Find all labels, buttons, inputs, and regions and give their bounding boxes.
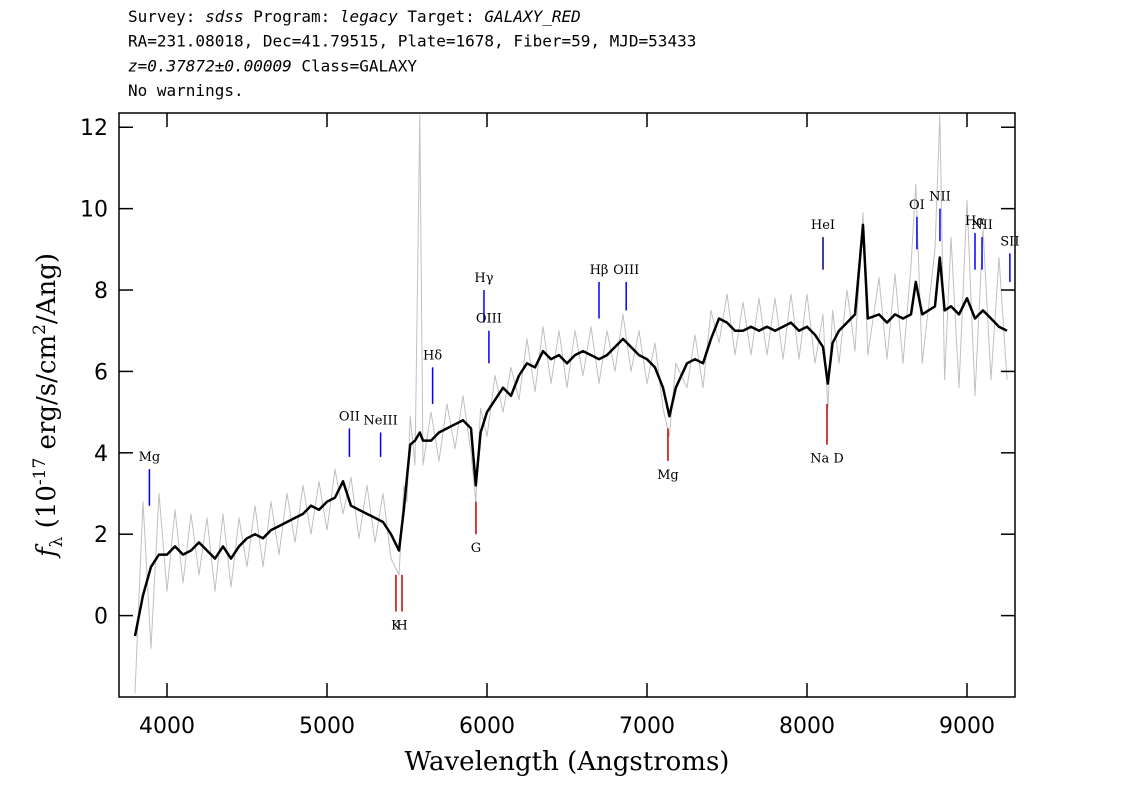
y-axis-title-part: erg/s/cm — [32, 335, 62, 458]
x-axis-title: Wavelength (Angstroms) — [405, 747, 730, 777]
line-marker-label: NII — [971, 218, 993, 233]
y-tick-label: 2 — [94, 523, 108, 548]
spectrum-line — [134, 114, 1008, 693]
header-text: legacy — [340, 7, 398, 26]
line-marker-label: OIII — [613, 263, 639, 278]
x-tick-label: 7000 — [619, 714, 675, 739]
header-line: RA=231.08018, Dec=41.79515, Plate=1678, … — [128, 32, 696, 51]
header-text: z=0.37872±0.00009 — [128, 56, 292, 75]
line-marker-label: OIII — [476, 312, 502, 327]
line-marker-label: Mg — [657, 468, 679, 483]
y-axis-title: fλ (10-17 erg/s/cm2/Ang) — [30, 253, 67, 559]
header-text: RA=231.08018, Dec=41.79515, Plate=1678, … — [128, 32, 696, 51]
header-text: Survey: — [128, 7, 205, 26]
header-line: z=0.37872±0.00009 Class=GALAXY — [128, 56, 417, 75]
header-text: GALAXY_RED — [484, 7, 580, 26]
spectrum-line — [133, 223, 1008, 637]
line-marker-label: NII — [929, 190, 951, 205]
line-marker-label: Hα — [965, 214, 985, 229]
header-text: Class=GALAXY — [292, 56, 418, 75]
line-marker-label: Hδ — [423, 348, 442, 363]
y-axis-title-part: /Ang) — [32, 253, 62, 324]
line-marker-label: Na D — [810, 452, 844, 467]
x-tick-label: 4000 — [139, 714, 195, 739]
line-marker-label: K — [391, 619, 401, 634]
line-marker-label: Hβ — [590, 263, 609, 278]
y-axis-title-part: (10 — [32, 485, 62, 537]
y-tick-label: 6 — [94, 360, 108, 385]
y-tick-label: 0 — [94, 605, 108, 630]
line-marker-label: OII — [339, 409, 360, 424]
header-line: Survey: sdss Program: legacy Target: GAL… — [128, 7, 581, 26]
x-tick-label: 6000 — [459, 714, 515, 739]
header-text: sdss — [205, 7, 244, 26]
line-marker-label: Hγ — [474, 271, 493, 286]
line-marker-label: Mg — [139, 450, 161, 465]
line-marker-label: HeI — [811, 218, 835, 233]
y-tick-label: 4 — [94, 442, 108, 467]
line-marker-label: OI — [909, 198, 925, 213]
header-text: Target: — [398, 7, 485, 26]
line-marker-label: NeIII — [363, 413, 397, 428]
header-line: No warnings. — [128, 81, 244, 100]
x-tick-label: 9000 — [939, 714, 995, 739]
y-tick-label: 8 — [94, 279, 108, 304]
y-axis-title-part: 2 — [30, 324, 50, 335]
x-tick-label: 5000 — [299, 714, 355, 739]
line-marker-label: SII — [1000, 234, 1019, 249]
x-tick-label: 8000 — [779, 714, 835, 739]
y-tick-label: 12 — [80, 116, 108, 141]
y-axis-title-part: -17 — [30, 458, 50, 485]
plot-frame — [118, 112, 1016, 698]
line-marker-label: G — [471, 541, 481, 556]
header-text: Program: — [244, 7, 340, 26]
y-axis-title-part: λ — [47, 536, 67, 547]
y-tick-label: 10 — [80, 198, 108, 223]
line-marker-label: H — [396, 619, 407, 634]
plot-area — [133, 114, 1008, 693]
header-text: No warnings. — [128, 81, 244, 100]
